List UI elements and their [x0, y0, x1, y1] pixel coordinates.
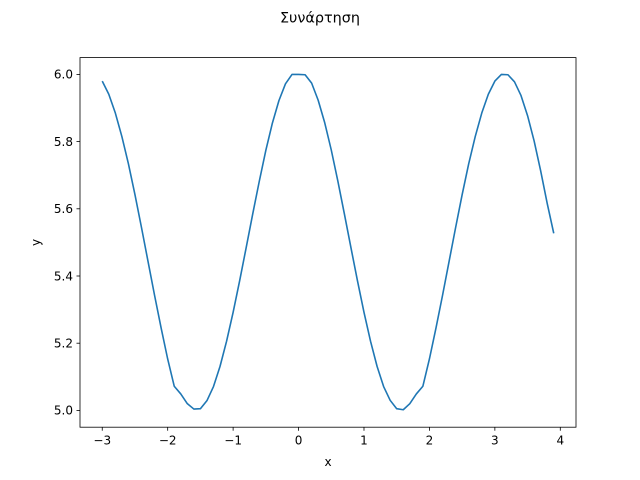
x-axis-label: x — [324, 455, 331, 469]
plot-area — [79, 57, 577, 428]
x-tick-label: 2 — [426, 434, 434, 448]
y-tick-label: 5.0 — [54, 404, 73, 418]
y-tick-label: 5.4 — [54, 269, 73, 283]
x-tick-label: −2 — [159, 434, 177, 448]
y-tick-label: 6.0 — [54, 68, 73, 82]
x-tick-label: 0 — [295, 434, 303, 448]
axes-frame — [79, 57, 577, 428]
x-tick-label: 3 — [491, 434, 499, 448]
series-line — [101, 73, 555, 411]
plot-background — [80, 57, 576, 428]
x-tick-label: 4 — [556, 434, 564, 448]
x-tick-label: 1 — [360, 434, 368, 448]
y-tick-label: 5.8 — [54, 135, 73, 149]
x-tick-label: −3 — [93, 434, 111, 448]
y-tick-label: 5.2 — [54, 337, 73, 351]
chart-title: Συνάρτηση — [280, 11, 360, 27]
y-axis: 5.0 5.2 5.4 5.6 5.8 6.0 — [54, 68, 80, 418]
y-axis-label: y — [29, 239, 43, 246]
x-tick-label: −1 — [224, 434, 242, 448]
y-tick-label: 5.6 — [54, 202, 73, 216]
x-axis: −3 −2 −1 0 1 2 3 4 — [93, 427, 564, 448]
